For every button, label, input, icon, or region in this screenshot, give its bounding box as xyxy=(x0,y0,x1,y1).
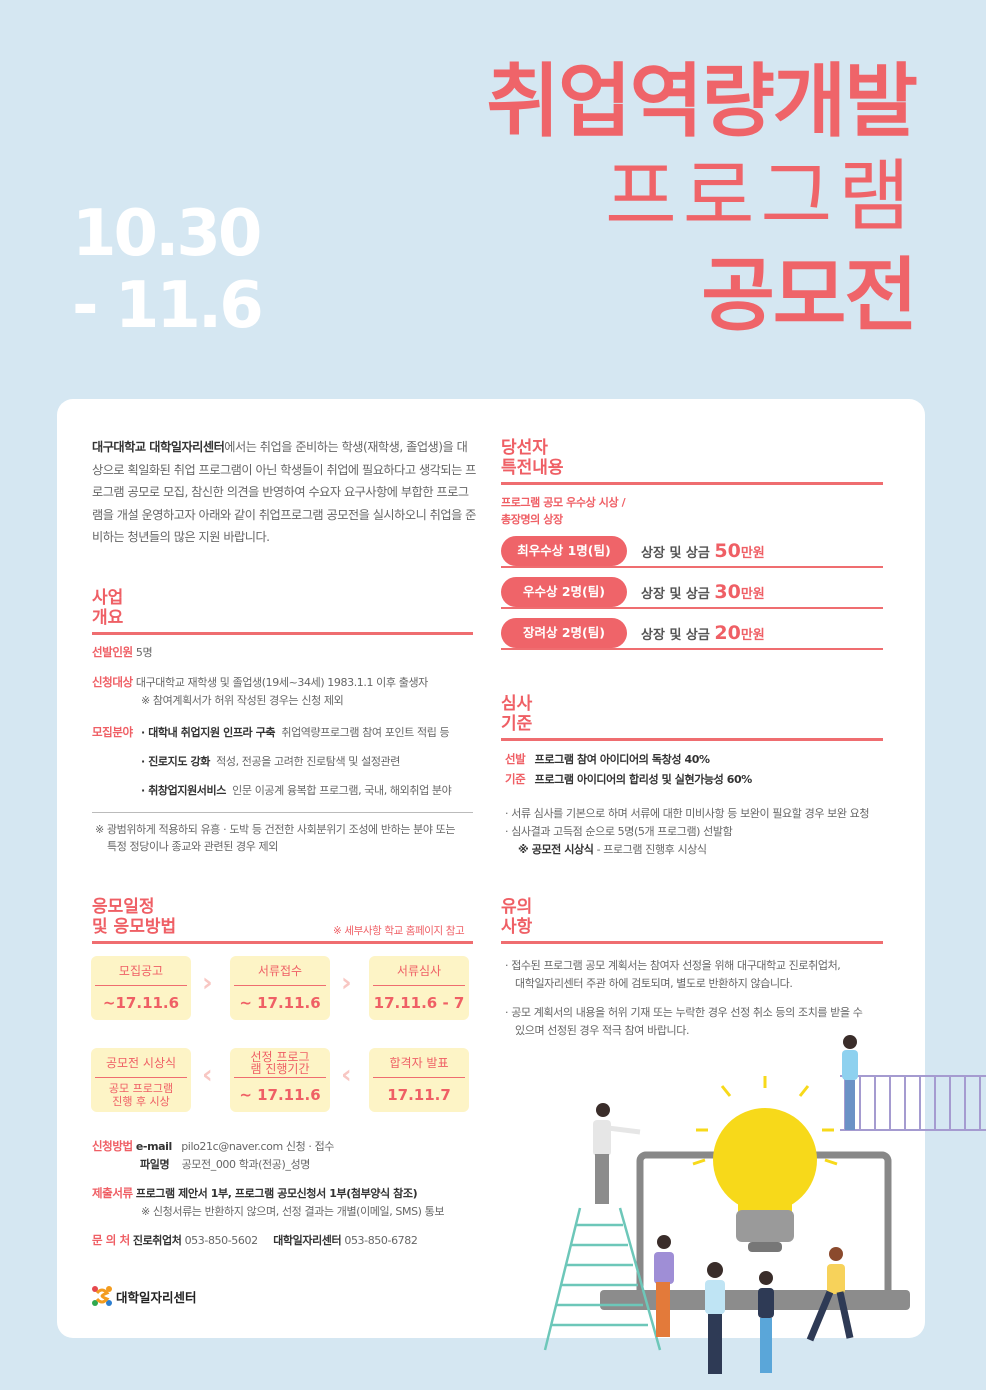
person xyxy=(806,1247,854,1342)
step-box: 서류심사 17.11.6 - 7 xyxy=(369,956,469,1020)
person xyxy=(705,1262,725,1374)
overview-note: 특정 정당이나 종교와 관련된 경우 제외 xyxy=(107,840,279,853)
docs-value: 프로그램 제안서 1부, 프로그램 공모신청서 1부(첨부양식 참조) xyxy=(135,1187,418,1200)
file-value: 공모전_000 학과(전공)_성명 xyxy=(181,1158,311,1171)
email-label: e-mail xyxy=(135,1140,172,1153)
selection-value: 5명 xyxy=(135,646,153,659)
contact-label: 문 의 처 xyxy=(92,1233,130,1247)
ceremony-note: ※ 공모전 시상식 - 프로그램 진행후 시상식 xyxy=(518,843,707,856)
target-label: 신청대상 xyxy=(92,675,133,689)
docs-label: 제출서류 xyxy=(92,1186,133,1200)
step-box: 서류접수 ~ 17.11.6 xyxy=(230,956,330,1020)
person xyxy=(758,1271,774,1373)
prizes-sub: 프로그램 공모 우수상 시상 / xyxy=(501,496,626,509)
notice-item: 대학일자리센터 주관 하에 검토되며, 별도로 반환하지 않습니다. xyxy=(515,977,793,990)
notice-heading: 유의 사항 xyxy=(501,897,883,944)
person xyxy=(593,1103,641,1204)
criteria-item: 프로그램 아이디어의 합리성 및 실현가능성 60% xyxy=(534,773,753,786)
selection-label: 선발인원 xyxy=(92,645,133,659)
chevron-right-icon: › xyxy=(341,968,352,998)
date-start: 10.30 xyxy=(72,197,262,271)
file-label: 파일명 xyxy=(140,1158,170,1171)
target-note: ※ 참여계획서가 허위 작성된 경우는 신청 제외 xyxy=(141,694,344,707)
target-value: 대구대학교 재학생 및 졸업생(19세~34세) 1983.1.1 이후 출생자 xyxy=(135,676,428,689)
notice-item: 있으며 선정된 경우 적극 참여 바랍니다. xyxy=(515,1024,690,1037)
step-box: 모집공고 ~17.11.6 xyxy=(91,956,191,1020)
logo: 대학일자리센터 xyxy=(91,1285,197,1307)
chevron-right-icon: › xyxy=(202,968,213,998)
ladder xyxy=(543,1207,662,1351)
criteria-item: 프로그램 참여 아이디어의 독창성 40% xyxy=(534,753,710,766)
divider xyxy=(92,812,473,813)
step-box: 선정 프로그램 진행기간 ~ 17.11.6 xyxy=(230,1048,330,1112)
schedule-heading: 응모일정 및 응모방법 xyxy=(92,897,473,944)
title-line1: 취업역량개발 xyxy=(486,55,918,148)
overview-heading: 사업 개요 xyxy=(92,588,473,635)
criteria-note: · 서류 심사를 기본으로 하며 서류에 대한 미비사항 등 보완이 필요할 경… xyxy=(505,807,870,820)
date-end: - 11.6 xyxy=(72,269,264,343)
logo-icon xyxy=(92,1286,112,1306)
chevron-left-icon: ‹ xyxy=(341,1060,352,1090)
overview-note: ※ 광범위하게 적용하되 유흥 · 도박 등 건전한 사회분위기 조성에 반하는… xyxy=(95,823,456,836)
method-label: 신청방법 xyxy=(92,1139,133,1153)
person xyxy=(654,1235,674,1337)
field-item: · 대학내 취업지원 인프라 구축 취업역량프로그램 참여 포인트 적립 등 xyxy=(141,726,450,739)
title-line3: 공모전 xyxy=(701,249,918,342)
notice-item: · 접수된 프로그램 공모 계획서는 참여자 선정을 위해 대구대학교 진로취업… xyxy=(505,959,841,972)
notice-item: · 공모 계획서의 내용을 허위 기재 또는 누락한 경우 선정 취소 등의 조… xyxy=(505,1006,863,1019)
field-label: 모집분야 xyxy=(92,725,133,739)
criteria-note: · 심사결과 고득점 순으로 5명(5개 프로그램) 선발함 xyxy=(505,825,733,838)
person xyxy=(842,1035,858,1130)
prize-row: 최우수상 1명(팀) 상장 및 상금 50만원 xyxy=(501,536,883,568)
criteria-heading: 심사 기준 xyxy=(501,694,883,741)
step-box: 공모전 시상식 공모 프로그램 진행 후 시상 xyxy=(91,1048,191,1112)
email-value[interactable]: pilo21c@naver.com 신청 · 접수 xyxy=(181,1140,335,1153)
chevron-left-icon: ‹ xyxy=(202,1060,213,1090)
lightbulb-illustration xyxy=(543,1035,986,1374)
prizes-heading: 당선자 특전내용 xyxy=(501,438,883,485)
schedule-note: ※ 세부사항 학교 홈페이지 참고 xyxy=(333,925,465,937)
railing xyxy=(840,1075,986,1131)
title-line2: 프로그램 xyxy=(604,152,916,242)
prize-row: 우수상 2명(팀) 상장 및 상금 30만원 xyxy=(501,577,883,609)
field-item: · 진로지도 강화 적성, 전공을 고려한 진로탐색 및 설정관련 xyxy=(141,755,400,768)
intro-text: 대구대학교 대학일자리센터에서는 취업을 준비하는 학생(재학생, 졸업생)을 … xyxy=(92,440,476,544)
step-box: 합격자 발표 17.11.7 xyxy=(369,1048,469,1112)
docs-note: ※ 신청서류는 반환하지 않으며, 선정 결과는 개별(이메일, SMS) 통보 xyxy=(141,1205,445,1218)
lightbulb-icon xyxy=(713,1108,817,1252)
prize-row: 장려상 2명(팀) 상장 및 상금 20만원 xyxy=(501,618,883,650)
field-item: · 취창업지원서비스 인문 이공계 융복합 프로그램, 국내, 해외취업 분야 xyxy=(141,784,452,797)
prizes-sub: 총장명의 상장 xyxy=(501,513,563,526)
